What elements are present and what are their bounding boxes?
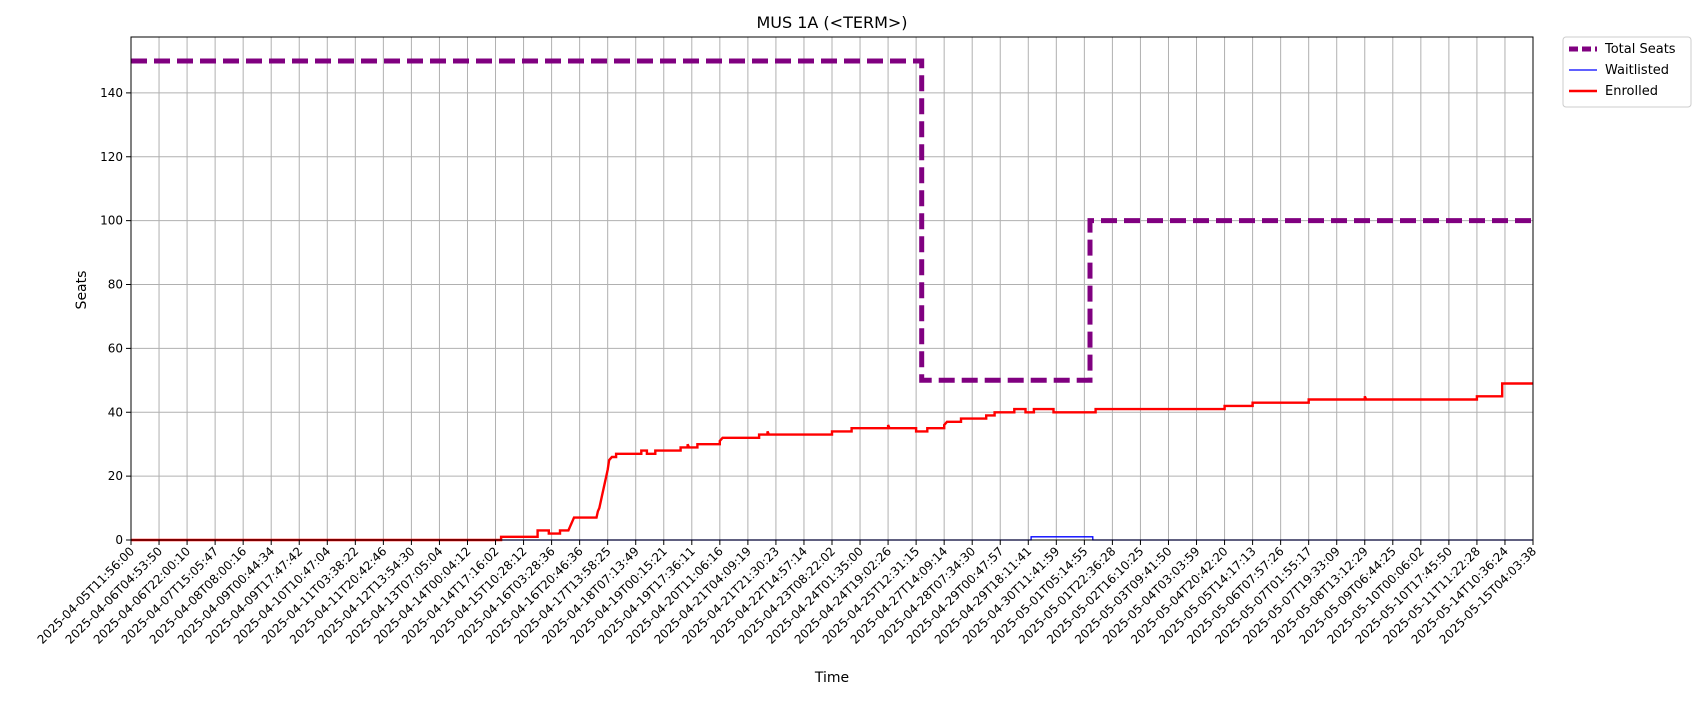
y-tick-label: 100 <box>100 214 123 228</box>
legend-frame <box>1562 36 1692 108</box>
y-tick-label: 40 <box>108 405 123 419</box>
x-axis: 2025-04-05T11:56:002025-04-06T04:53:5020… <box>35 540 1539 647</box>
y-axis: 0 20 40 60 80 100 120 140 <box>100 86 131 547</box>
chart-title: MUS 1A (<TERM>) <box>756 13 907 32</box>
y-tick-label: 140 <box>100 86 123 100</box>
y-tick-label: 20 <box>108 469 123 483</box>
y-tick-label: 60 <box>108 341 123 355</box>
grid-lines <box>130 37 1534 541</box>
y-axis-label: Seats <box>74 271 90 310</box>
legend-label: Total Seats <box>1604 42 1676 57</box>
series-line-total-seats <box>131 58 1533 383</box>
legend-label: Waitlisted <box>1605 63 1669 78</box>
legend-label: Enrolled <box>1605 84 1658 99</box>
y-tick-label: 80 <box>108 278 123 292</box>
y-tick-label: 120 <box>100 150 123 164</box>
legend: Total Seats Waitlisted Enrolled <box>1562 36 1692 108</box>
series-line-enrolled <box>131 382 1533 542</box>
x-axis-label: Time <box>814 670 849 686</box>
y-tick-label: 0 <box>115 533 123 547</box>
